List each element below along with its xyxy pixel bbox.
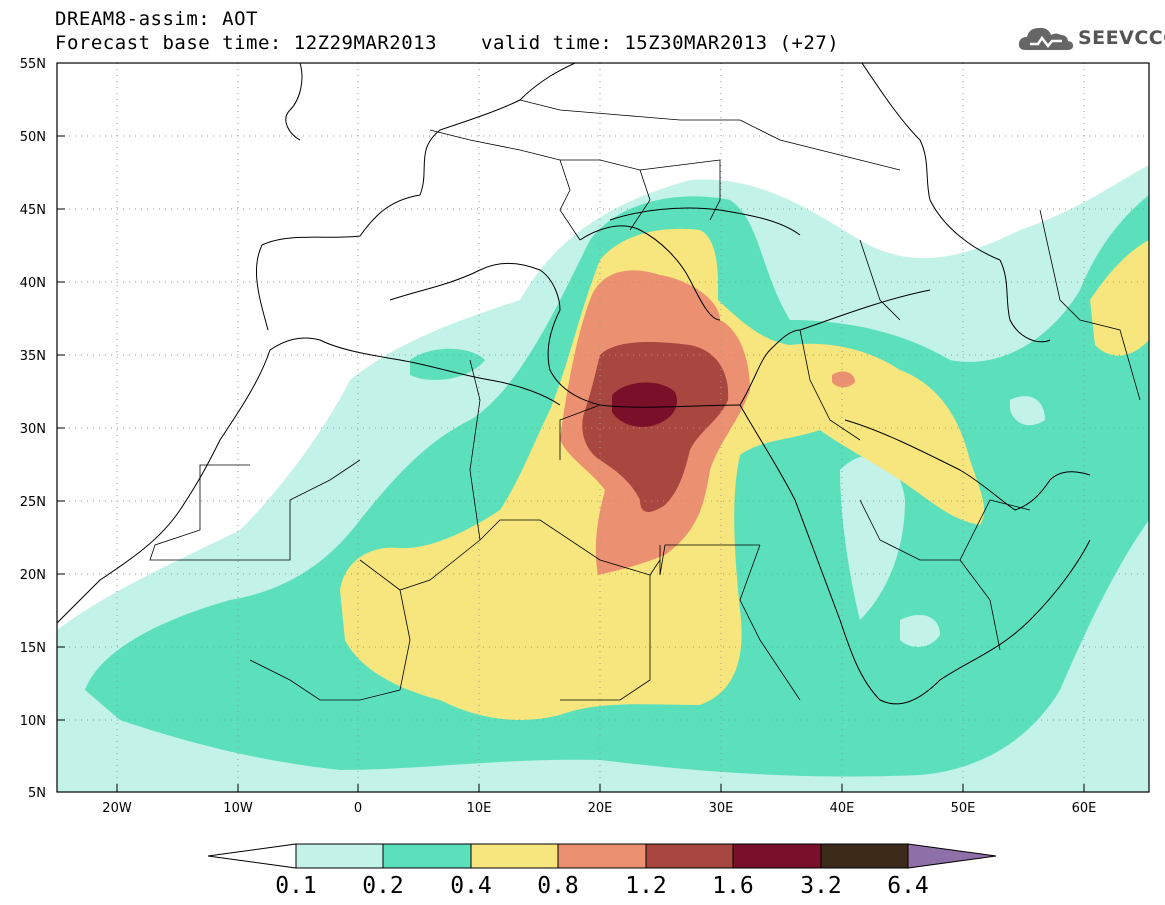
lon-axis <box>116 784 1085 792</box>
colorbar-label: 0.4 <box>450 873 492 899</box>
colorbar <box>207 843 997 869</box>
forecast-times: Forecast base time: 12Z29MAR2013 valid ti… <box>55 32 839 54</box>
lon-label-20e: 20E <box>588 801 613 816</box>
colorbar-swatch-7 <box>820 843 909 869</box>
lon-label-60e: 60E <box>1072 801 1097 816</box>
lat-label-55n: 55N <box>20 57 46 72</box>
map-title: DREAM8-assim: AOT <box>55 8 258 30</box>
logo-text: SEEVCCC <box>1078 27 1165 49</box>
lon-label-10e: 10E <box>467 801 492 816</box>
colorbar-label: 3.2 <box>800 873 842 899</box>
colorbar-label: 1.6 <box>712 873 754 899</box>
lon-tick-labels: 20W 10W 0 10E 20E 30E 40E 50E 60E <box>102 801 1096 816</box>
colorbar-swatch-6 <box>732 843 822 869</box>
lon-label-20w: 20W <box>102 801 132 816</box>
aot-field-0-1-holes <box>840 396 1045 647</box>
colorbar-label: 0.8 <box>537 873 579 899</box>
colorbar-label: 6.4 <box>887 873 929 899</box>
lon-label-50e: 50E <box>951 801 976 816</box>
seevccc-logo: SEEVCCC <box>1018 24 1165 52</box>
coastlines <box>57 63 1091 705</box>
colorbar-swatch-5 <box>645 843 734 869</box>
colorbar-arrow-low <box>207 843 297 869</box>
aot-field-1-6 <box>612 382 678 427</box>
colorbar-swatch-1 <box>295 843 384 869</box>
colorbar-label: 0.1 <box>275 873 317 899</box>
lat-axis <box>57 62 65 793</box>
colorbar-label: 0.2 <box>362 873 404 899</box>
lat-label-40n: 40N <box>20 276 46 291</box>
lon-label-0: 0 <box>354 801 362 816</box>
lat-label-50n: 50N <box>20 130 46 145</box>
colorbar-swatch-3 <box>470 843 559 869</box>
base-time: Forecast base time: 12Z29MAR2013 <box>55 32 438 54</box>
country-borders <box>149 99 1141 701</box>
gridlines <box>57 63 1149 792</box>
lon-label-40e: 40E <box>830 801 855 816</box>
lat-label-25n: 25N <box>20 495 46 510</box>
lat-label-35n: 35N <box>20 349 46 364</box>
lat-label-20n: 20N <box>20 568 46 583</box>
lat-label-45n: 45N <box>20 203 46 218</box>
lon-label-30e: 30E <box>709 801 734 816</box>
lat-label-30n: 30N <box>20 422 46 437</box>
lat-tick-labels: 55N 50N 45N 40N 35N 30N 25N 20N 15N 10N … <box>20 57 46 801</box>
colorbar-swatch-4 <box>557 843 647 869</box>
lat-label-10n: 10N <box>20 714 46 729</box>
lat-label-15n: 15N <box>20 641 46 656</box>
map-plot-area <box>57 63 1149 792</box>
valid-time: valid time: 15Z30MAR2013 (+27) <box>481 32 840 54</box>
cloud-icon <box>1018 27 1074 50</box>
colorbar-labels: 0.1 0.2 0.4 0.8 1.2 1.6 3.2 6.4 <box>275 873 929 899</box>
colorbar-arrow-high <box>907 843 997 869</box>
aot-field-1-2 <box>582 342 729 512</box>
colorbar-swatch-2 <box>382 843 472 869</box>
colorbar-label: 1.2 <box>625 873 667 899</box>
lon-label-10w: 10W <box>223 801 253 816</box>
lat-label-5n: 5N <box>28 786 46 801</box>
